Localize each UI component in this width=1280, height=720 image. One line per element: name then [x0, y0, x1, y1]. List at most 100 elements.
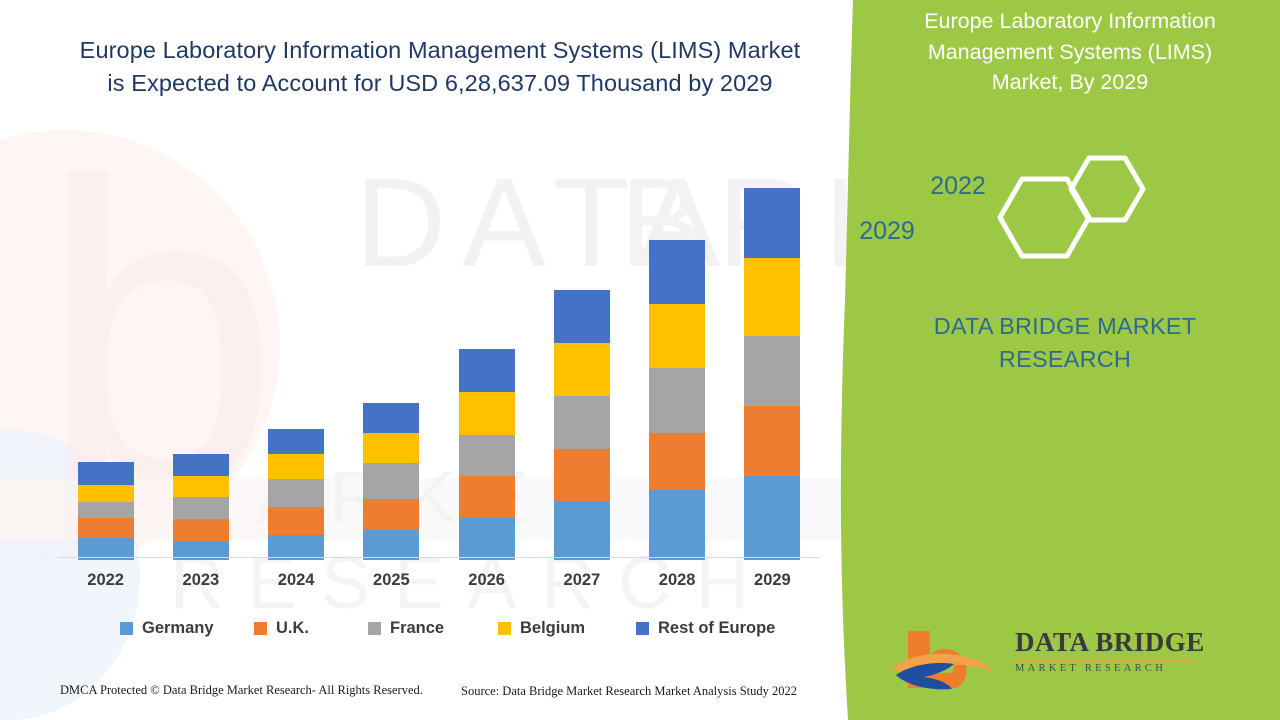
logo-subtitle: MARKET RESEARCH [1015, 663, 1167, 674]
bar-column-2022[interactable] [77, 462, 134, 560]
legend-item-u-k[interactable]: U.K. [254, 619, 309, 638]
bar-segment-u-k[interactable] [172, 519, 229, 541]
x-axis-label-2022: 2022 [87, 571, 124, 589]
legend-swatch-belgium [498, 621, 511, 635]
bar-segment-belgium[interactable] [77, 485, 134, 502]
source-note: Source: Data Bridge Market Research Mark… [461, 684, 798, 698]
logo-title: DATA BRIDGE [1015, 627, 1205, 657]
bar-segment-u-k[interactable] [553, 449, 610, 501]
bar-segment-france[interactable] [363, 463, 420, 499]
legend-swatch-france [368, 621, 381, 635]
bar-column-2027[interactable] [553, 290, 610, 560]
chart-panel: b DATA BRIDGE MARKET RESEARCH Europe Lab… [0, 34, 1173, 720]
legend-label-u-k: U.K. [276, 618, 309, 637]
legend-label-germany: Germany [142, 618, 214, 637]
bar-segment-france[interactable] [458, 435, 515, 476]
dmca-notice: DMCA Protected © Data Bridge Market Rese… [60, 683, 423, 697]
bar-segment-u-k[interactable] [268, 507, 325, 535]
x-axis-label-2025: 2025 [373, 571, 410, 589]
bar-segment-belgium[interactable] [553, 343, 610, 396]
x-axis-label-2027: 2027 [563, 571, 601, 589]
legend-label-rest-of-europe: Rest of Europe [658, 618, 776, 637]
legend-swatch-germany [120, 621, 133, 635]
bar-segment-belgium[interactable] [649, 304, 706, 368]
bar-segment-rest-of-europe[interactable] [77, 462, 134, 485]
hexagon-2022-label: 2022 [930, 172, 986, 200]
stacked-bar-chart-plot-area [58, 150, 820, 560]
bar-segment-belgium[interactable] [744, 258, 801, 336]
legend-item-germany[interactable]: Germany [120, 619, 214, 638]
hexagon-2029-label: 2029 [859, 217, 915, 245]
chart-legend: Germany U.K. France Belgium Rest of Europe [58, 612, 820, 644]
bar-segment-rest-of-europe[interactable] [458, 349, 515, 392]
x-axis-label-2024: 2024 [277, 571, 315, 589]
panel-title: Europe Laboratory Information Management… [880, 6, 1260, 98]
bar-column-2029[interactable] [744, 188, 801, 560]
bar-segment-rest-of-europe[interactable] [553, 290, 610, 343]
bar-segment-france[interactable] [649, 368, 706, 433]
bar-segment-rest-of-europe[interactable] [172, 454, 229, 476]
bar-segment-belgium[interactable] [268, 454, 325, 479]
bar-segment-u-k[interactable] [77, 518, 134, 538]
data-bridge-logo-mark [892, 631, 994, 690]
bar-column-2026[interactable] [458, 349, 515, 560]
bar-segment-france[interactable] [744, 336, 801, 406]
bar-segment-germany[interactable] [268, 535, 325, 560]
logo-divider [1016, 659, 1194, 661]
x-axis-label-2029: 2029 [754, 571, 791, 589]
bar-segment-france[interactable] [268, 479, 325, 507]
bar-segment-germany[interactable] [363, 530, 420, 560]
brand-name-line-1: DATA BRIDGE MARKET [933, 313, 1197, 339]
bar-segment-rest-of-europe[interactable] [744, 188, 801, 258]
bar-segment-belgium[interactable] [172, 476, 229, 497]
bar-column-2023[interactable] [172, 454, 229, 560]
bar-segment-germany[interactable] [553, 501, 610, 560]
bar-segment-germany[interactable] [744, 476, 801, 560]
legend-item-belgium[interactable]: Belgium [498, 619, 585, 638]
bar-column-2025[interactable] [363, 403, 420, 560]
bar-segment-germany[interactable] [77, 538, 134, 560]
legend-item-france[interactable]: France [368, 619, 444, 638]
bar-segment-u-k[interactable] [458, 476, 515, 518]
panel-title-line-2: Management Systems (LIMS) [927, 39, 1213, 64]
bar-segment-u-k[interactable] [363, 499, 420, 530]
panel-title-line-3: Market, By 2029 [991, 70, 1149, 94]
bar-segment-rest-of-europe[interactable] [363, 403, 420, 433]
page-title: Europe Laboratory Information Management… [45, 34, 835, 100]
bar-segment-france[interactable] [77, 502, 134, 518]
hexagon-2022-shape [1068, 155, 1146, 223]
x-axis-label-2028: 2028 [658, 571, 696, 589]
bar-segment-u-k[interactable] [649, 433, 706, 490]
legend-label-belgium: Belgium [520, 618, 586, 637]
hexagon-badges [970, 145, 1220, 290]
footer: DMCA Protected © Data Bridge Market Rese… [0, 680, 860, 706]
legend-label-france: France [390, 618, 445, 637]
x-axis-tick-labels: 2022 2023 2024 2025 2026 2027 2028 2029 [58, 567, 820, 597]
bar-segment-u-k[interactable] [744, 406, 801, 476]
bar-segment-belgium[interactable] [363, 433, 420, 463]
bar-segment-belgium[interactable] [458, 392, 515, 435]
brand-name: DATA BRIDGE MARKET RESEARCH [865, 310, 1265, 376]
bar-segment-rest-of-europe[interactable] [268, 429, 325, 454]
hexagon-2029-shape [997, 176, 1092, 259]
bar-segment-rest-of-europe[interactable] [649, 240, 706, 304]
panel-title-line-1: Europe Laboratory Information [924, 9, 1216, 33]
hexagon-outlines [997, 155, 1146, 259]
bar-segment-france[interactable] [172, 497, 229, 519]
page-title-line-2: is Expected to Account for USD 6,28,637.… [107, 70, 773, 96]
bar-column-2028[interactable] [649, 240, 706, 560]
x-axis-label-2023: 2023 [182, 571, 220, 589]
bar-segment-germany[interactable] [458, 518, 515, 560]
bar-segment-france[interactable] [553, 396, 610, 449]
green-panel-background [840, 0, 1280, 720]
brand-panel: Europe Laboratory Information Management… [820, 0, 1280, 720]
legend-item-rest-of-europe[interactable]: Rest of Europe [636, 619, 775, 638]
bar-segment-germany[interactable] [172, 541, 229, 560]
x-axis-label-2026: 2026 [468, 571, 505, 589]
bar-segment-germany[interactable] [649, 490, 706, 560]
page-title-line-1: Europe Laboratory Information Management… [79, 37, 801, 63]
legend-swatch-u-k [254, 621, 267, 635]
bar-column-2024[interactable] [268, 429, 325, 560]
data-bridge-logo: DATA BRIDGE MARKET RESEARCH [890, 625, 1204, 695]
x-axis-line [58, 557, 820, 558]
